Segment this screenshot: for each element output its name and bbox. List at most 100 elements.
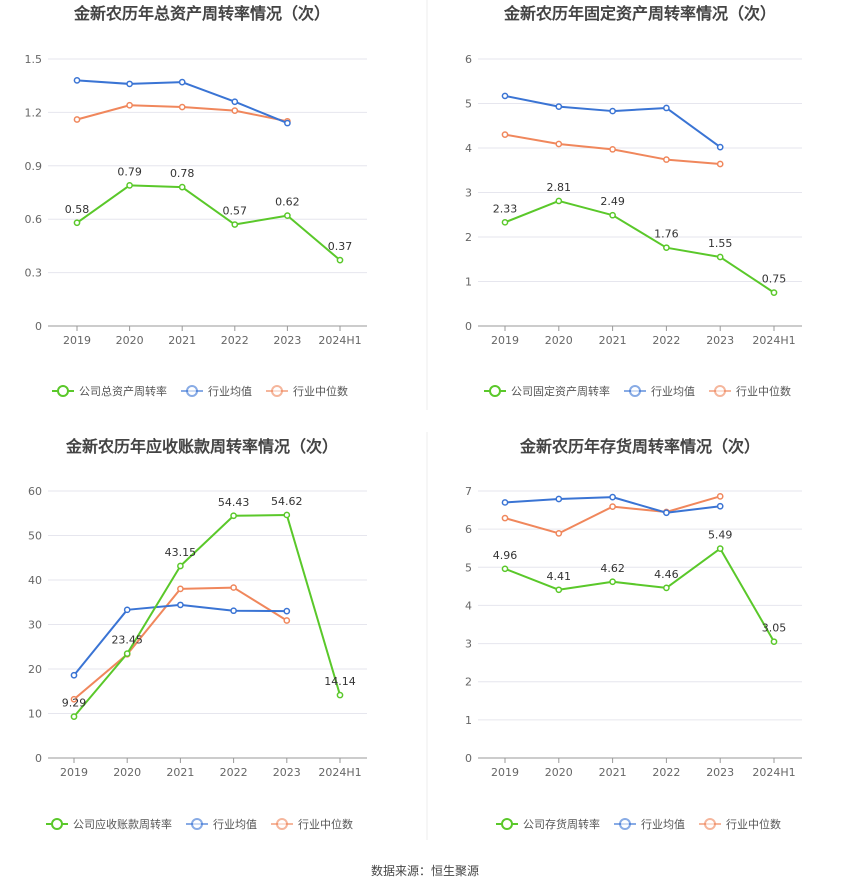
chart-panel-3: 金新农历年应收账款周转率情况（次） 0 10 20 30 40 50 60 2019 2020 20… <box>28 437 367 831</box>
legend-item-avg: 行业均值 <box>186 818 257 831</box>
chart-title: 金新农历年固定资产周转率情况（次） <box>503 4 776 23</box>
legend-label: 行业均值 <box>213 818 257 831</box>
y-tick-label: 7 <box>465 485 472 498</box>
data-point-median <box>501 131 509 138</box>
data-point-company <box>283 511 291 519</box>
data-label: 4.41 <box>547 570 572 583</box>
legend-label: 行业均值 <box>651 385 695 398</box>
legend-item-median: 行业中位数 <box>709 384 791 398</box>
data-point-avg <box>70 671 78 679</box>
legend-marker <box>619 818 631 830</box>
x-tick-label: 2024H1 <box>752 766 795 779</box>
data-point-avg <box>716 143 724 151</box>
legend-label: 行业中位数 <box>298 817 353 831</box>
data-label: 9.29 <box>62 697 87 710</box>
series-line-median <box>504 495 721 535</box>
data-point-company <box>555 197 563 205</box>
data-point-company <box>716 253 724 261</box>
y-tick-label: 5 <box>465 561 472 574</box>
y-tick-label: 3 <box>465 638 472 651</box>
legend-label: 行业中位数 <box>293 384 348 398</box>
legend-marker <box>276 818 288 830</box>
data-label: 4.96 <box>493 549 518 562</box>
data-point-company <box>123 650 131 657</box>
data-point-company <box>230 512 237 520</box>
data-point-median <box>231 107 239 114</box>
data-point-company <box>231 221 239 228</box>
data-point-avg <box>501 499 509 506</box>
legend-marker <box>714 385 726 397</box>
data-point-avg <box>716 502 724 510</box>
data-point-median <box>663 156 670 163</box>
series-line-company <box>76 184 341 261</box>
legend-item-avg: 行业均值 <box>624 385 695 398</box>
y-tick-label: 4 <box>465 142 472 155</box>
x-tick-label: 2023 <box>706 766 734 779</box>
data-point-company <box>663 244 670 252</box>
data-source-note: 数据来源：恒生聚源 <box>370 864 479 878</box>
data-point-avg <box>555 495 563 503</box>
data-label: 0.78 <box>170 167 195 180</box>
data-point-median <box>501 514 509 522</box>
y-tick-label: 1.5 <box>25 53 43 66</box>
data-point-median <box>73 116 81 123</box>
data-point-avg <box>555 103 563 110</box>
x-tick-label: 2023 <box>273 766 301 779</box>
legend-item-avg: 行业均值 <box>181 385 252 398</box>
legend-item-company: 公司存货周转率 <box>496 817 600 831</box>
data-point-avg <box>126 80 133 88</box>
data-point-company <box>284 212 291 219</box>
data-label: 4.46 <box>654 568 679 581</box>
data-label: 1.76 <box>654 228 679 241</box>
data-label: 2.81 <box>547 181 572 194</box>
data-point-median <box>716 492 724 500</box>
data-point-avg <box>230 607 237 615</box>
legend-marker <box>186 385 198 397</box>
x-tick-label: 2021 <box>168 334 196 347</box>
legend-marker <box>704 818 716 830</box>
data-point-avg <box>231 98 239 106</box>
chart-panel-1: 金新农历年总资产周转率情况（次） 0 0.3 0.6 0.9 1.2 1.5 2019 2020… <box>25 4 367 398</box>
data-point-company <box>770 638 778 646</box>
legend-label: 公司存货周转率 <box>523 817 600 831</box>
data-point-avg <box>123 606 131 614</box>
data-label: 0.75 <box>762 273 787 286</box>
data-label: 0.58 <box>65 203 90 216</box>
legend-label: 行业中位数 <box>736 384 791 398</box>
legend-item-median: 行业中位数 <box>699 817 781 831</box>
data-point-company <box>336 256 344 264</box>
series-line-company <box>73 513 341 718</box>
x-tick-label: 2020 <box>545 334 573 347</box>
data-label: 14.14 <box>324 675 356 688</box>
y-tick-label: 1 <box>465 276 472 289</box>
chart-panel-4: 金新农历年存货周转率情况（次） 0 1 2 3 4 5 6 7 2019 2020 2021 2022 2… <box>465 437 802 831</box>
y-tick-label: 0.9 <box>25 160 43 173</box>
legend-label: 公司总资产周转率 <box>79 384 167 398</box>
legend-marker <box>271 385 283 397</box>
data-point-company <box>126 182 133 189</box>
x-tick-label: 2022 <box>220 766 248 779</box>
legend-label: 行业均值 <box>208 385 252 398</box>
data-point-company <box>609 211 616 219</box>
data-label: 5.49 <box>708 529 733 542</box>
x-tick-label: 2021 <box>599 334 627 347</box>
y-tick-label: 0 <box>465 752 472 765</box>
data-point-median <box>555 140 563 148</box>
y-tick-label: 0 <box>465 320 472 333</box>
data-point-avg <box>73 77 81 84</box>
y-tick-label: 20 <box>28 663 42 676</box>
x-tick-label: 2019 <box>63 334 91 347</box>
data-point-company <box>177 562 184 570</box>
data-point-avg <box>663 509 670 517</box>
data-label: 54.43 <box>218 496 250 509</box>
y-tick-label: 0 <box>35 752 42 765</box>
data-point-company <box>501 565 509 573</box>
legend-marker <box>57 385 69 397</box>
data-point-company <box>716 545 724 552</box>
data-point-median <box>70 695 78 703</box>
data-label: 4.62 <box>600 562 625 575</box>
data-point-median <box>283 617 291 624</box>
y-tick-label: 60 <box>28 485 42 498</box>
data-point-median <box>716 160 724 168</box>
x-tick-label: 2021 <box>166 766 194 779</box>
